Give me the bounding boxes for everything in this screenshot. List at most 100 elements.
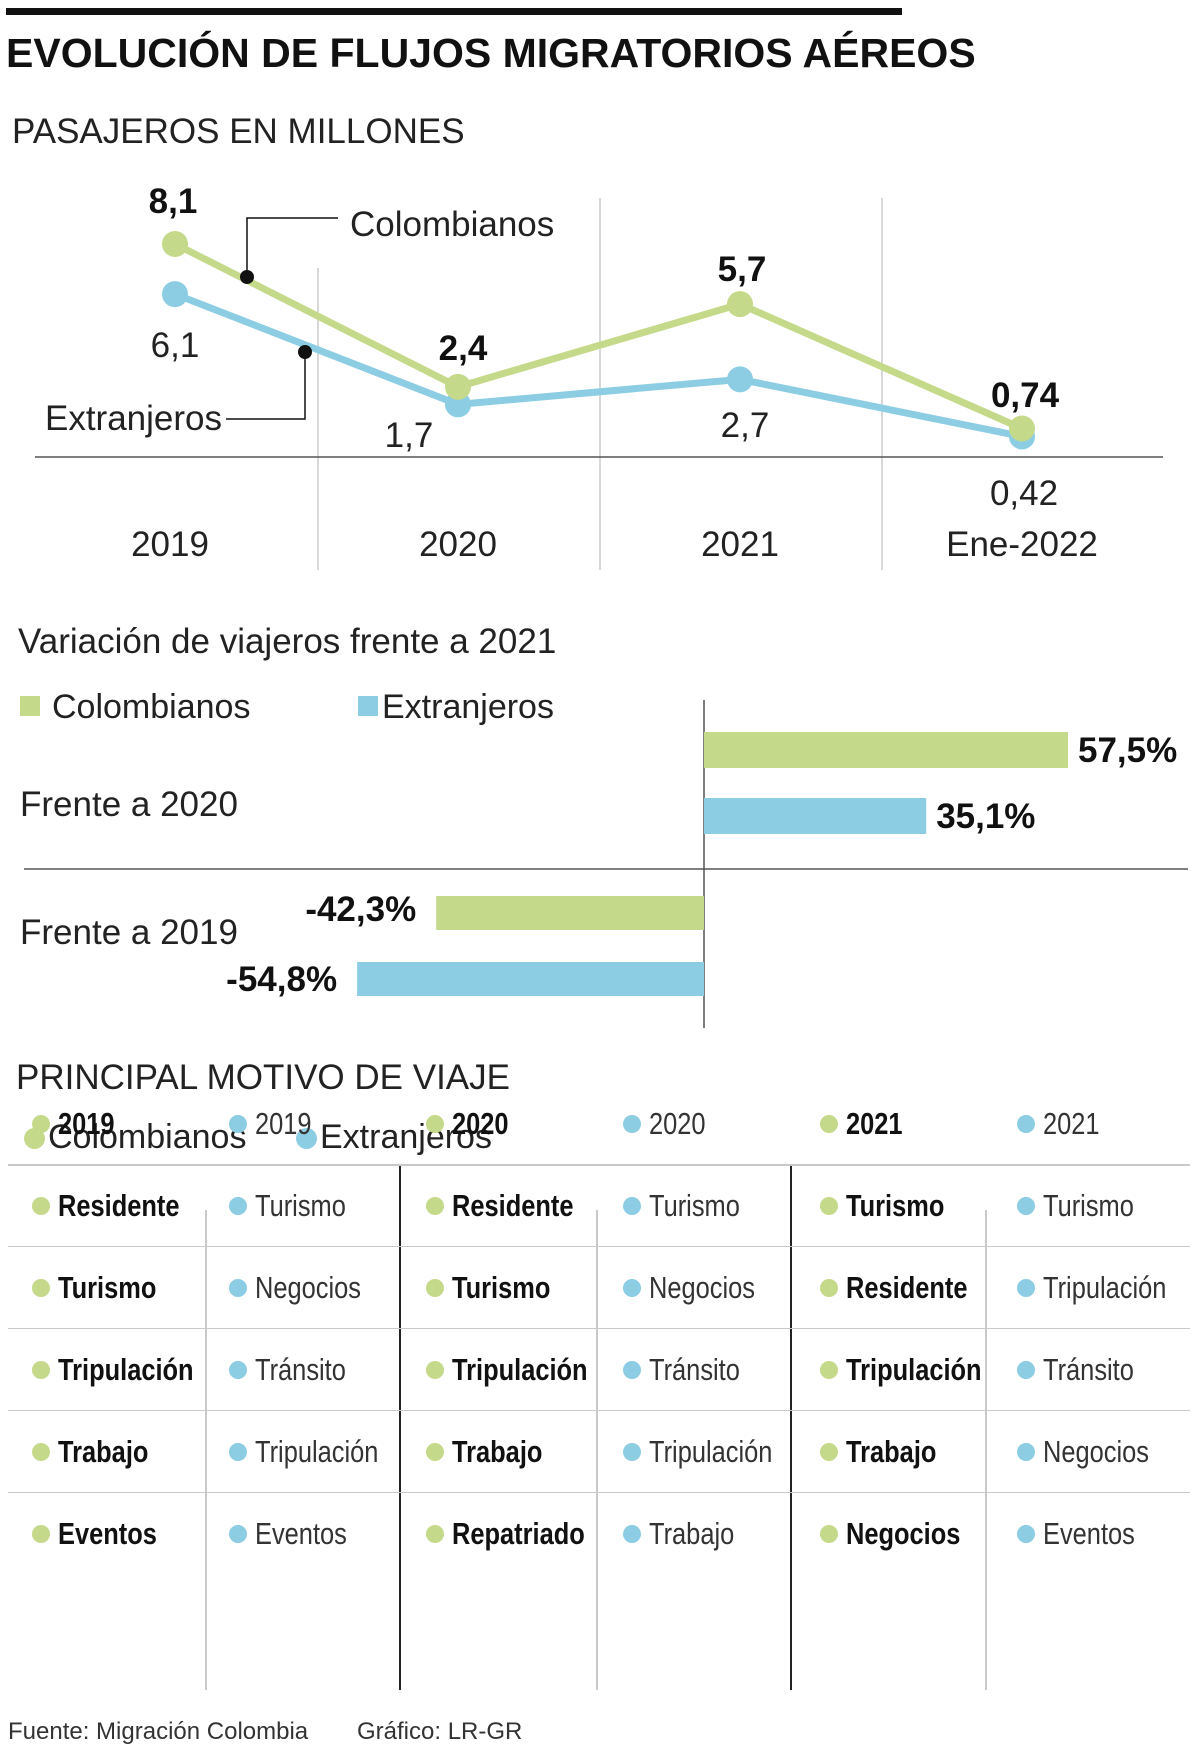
- bar-category-label: Frente a 2020: [20, 785, 238, 824]
- extranjeros-dot-icon: [229, 1442, 247, 1461]
- year-label: 2020: [452, 1105, 509, 1141]
- motive-label: Tripulación: [58, 1351, 194, 1387]
- motive-label: Negocios: [846, 1516, 961, 1551]
- motive-cell-colombianos: Residente: [796, 1247, 993, 1328]
- bar-extranjeros: [704, 798, 927, 834]
- column-divider: [985, 1210, 987, 1690]
- extranjeros-dot-icon: [229, 1278, 247, 1297]
- motive-cell-extranjeros: Turismo: [205, 1166, 402, 1246]
- extranjeros-dot-icon: [623, 1114, 641, 1133]
- bar-chart-title: Variación de viajeros frente a 2021: [18, 622, 557, 661]
- motive-label: Negocios: [649, 1269, 755, 1305]
- bar-legend-extranjeros: Extranjeros: [358, 688, 554, 727]
- extranjeros-data-label: 6,1: [151, 326, 200, 365]
- colombianos-dot-icon: [820, 1114, 838, 1133]
- colombianos-point: [727, 291, 753, 318]
- colombianos-data-label: 8,1: [149, 182, 198, 221]
- extranjeros-dot-icon: [623, 1442, 641, 1461]
- motive-label: Tripulación: [255, 1433, 379, 1469]
- extranjeros-point: [162, 281, 188, 308]
- extranjeros-callout-dot: [298, 345, 312, 359]
- year-divider: [399, 1165, 401, 1690]
- extranjeros-dot-icon: [296, 1128, 317, 1149]
- bar-legend-colombianos-label: Colombianos: [52, 688, 251, 726]
- table-row: Tripulación Tránsito Tripulación Tránsito Tr…: [8, 1329, 1190, 1411]
- credit-note: Gráfico: LR-GR: [357, 1718, 523, 1745]
- motive-cell-colombianos: Repatriado: [402, 1493, 599, 1575]
- motive-cell-extranjeros: Negocios: [599, 1247, 796, 1328]
- bar-extranjeros: [357, 962, 704, 996]
- bar-value-label: 57,5%: [1078, 731, 1177, 770]
- extranjeros-dot-icon: [229, 1114, 247, 1133]
- x-tick-label: 2019: [131, 525, 209, 564]
- extranjeros-point: [727, 366, 753, 393]
- colombianos-data-label: 5,7: [718, 250, 767, 289]
- bar-category-label: Frente a 2019: [20, 913, 238, 952]
- colombianos-callout-dot: [240, 270, 254, 284]
- colombianos-data-label: 2,4: [439, 329, 488, 368]
- extranjeros-dot-icon: [229, 1525, 247, 1543]
- colombianos-series-label: Colombianos: [350, 205, 554, 244]
- bar-chart: Frente a 2020 Frente a 2019 57,5% 35,1% -42,…: [20, 700, 1188, 1028]
- motives-header-row: 2019 2019 2020 2020 2021 2021: [8, 1083, 1190, 1165]
- colombianos-point: [1009, 415, 1035, 442]
- line-chart: 2019 2020 2021 Ene-2022 8,1 2,4 5,7 0,74 6,1 1,7 2…: [35, 182, 1163, 570]
- extranjeros-dot-icon: [1017, 1197, 1035, 1215]
- x-tick-label: Ene-2022: [946, 525, 1098, 564]
- motive-cell-colombianos: Turismo: [796, 1166, 993, 1246]
- extranjeros-data-label: 0,42: [990, 474, 1058, 513]
- motives-title: PRINCIPAL MOTIVO DE VIAJE: [16, 1058, 510, 1097]
- motive-cell-colombianos: Eventos: [8, 1493, 205, 1575]
- extranjeros-callout-line: [226, 352, 306, 420]
- motive-label: Tripulación: [649, 1433, 773, 1469]
- colombianos-dot-icon: [426, 1360, 444, 1379]
- extranjeros-dot-icon: [1017, 1360, 1035, 1379]
- motives-year-header: 2019: [205, 1083, 402, 1164]
- table-row: Residente Turismo Residente Turismo Turismo T…: [8, 1165, 1190, 1247]
- colombianos-dot-icon: [820, 1525, 838, 1543]
- motive-label: Turismo: [649, 1188, 740, 1223]
- bar-value-label: -42,3%: [305, 890, 416, 929]
- motive-cell-colombianos: Tripulación: [402, 1329, 599, 1410]
- extranjeros-dot-icon: [623, 1360, 641, 1379]
- motive-label: Residente: [846, 1269, 968, 1305]
- motive-cell-colombianos: Residente: [8, 1166, 205, 1246]
- extranjeros-dot-icon: [623, 1278, 641, 1297]
- bar-colombianos: [436, 896, 704, 930]
- colombianos-dot-icon: [32, 1197, 50, 1215]
- bar-value-label: -54,8%: [226, 960, 337, 999]
- year-divider: [790, 1165, 792, 1690]
- motive-cell-extranjeros: Eventos: [993, 1493, 1190, 1575]
- year-label: 2020: [649, 1105, 706, 1141]
- bar-legend-colombianos: Colombianos: [20, 688, 250, 727]
- motives-table: 2019 2019 2020 2020 2021 2021 Residente Turismo…: [8, 1106, 1190, 1575]
- table-row: Turismo Negocios Turismo Negocios Residente T…: [8, 1247, 1190, 1329]
- motive-label: Turismo: [452, 1269, 551, 1305]
- motive-label: Residente: [58, 1188, 180, 1223]
- colombianos-data-label: 0,74: [991, 376, 1060, 415]
- motives-year-header: 2021: [993, 1083, 1190, 1164]
- motive-label: Tripulación: [452, 1351, 588, 1387]
- motive-cell-extranjeros: Tránsito: [599, 1329, 796, 1410]
- motive-label: Negocios: [1043, 1433, 1149, 1469]
- line-chart-subtitle: PASAJEROS EN MILLONES: [12, 112, 465, 151]
- motive-cell-extranjeros: Tripulación: [993, 1247, 1190, 1328]
- x-tick-label: 2020: [419, 525, 497, 564]
- colombianos-dot-icon: [32, 1360, 50, 1379]
- motive-label: Trabajo: [58, 1433, 149, 1469]
- year-label: 2019: [255, 1105, 312, 1141]
- motive-label: Repatriado: [452, 1516, 585, 1551]
- colombianos-dot-icon: [426, 1114, 444, 1133]
- extranjeros-dot-icon: [1017, 1114, 1035, 1133]
- extranjeros-series-label: Extranjeros: [45, 399, 222, 438]
- extranjeros-data-label: 1,7: [385, 416, 434, 455]
- motive-cell-extranjeros: Turismo: [993, 1166, 1190, 1246]
- motive-cell-extranjeros: Tripulación: [599, 1411, 796, 1492]
- motive-cell-extranjeros: Trabajo: [599, 1493, 796, 1575]
- motive-label: Eventos: [58, 1516, 157, 1551]
- colombianos-dot-icon: [32, 1114, 50, 1133]
- page-title: EVOLUCIÓN DE FLUJOS MIGRATORIOS AÉREOS: [6, 30, 976, 76]
- motive-cell-extranjeros: Eventos: [205, 1493, 402, 1575]
- top-rule: [6, 8, 902, 15]
- motive-cell-extranjeros: Tránsito: [205, 1329, 402, 1410]
